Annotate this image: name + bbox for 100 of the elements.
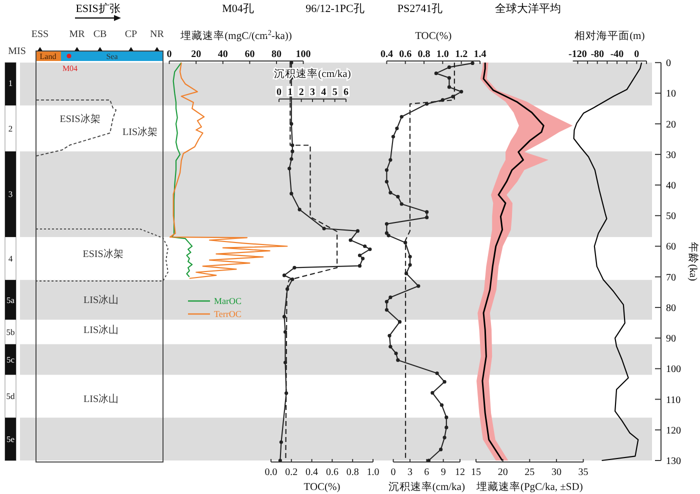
point [408,254,412,258]
point [442,436,446,440]
x-tick-label: 1.0 [366,467,380,478]
point [386,234,390,238]
y-tick-label: 60 [666,242,676,253]
y-tick-label: 120 [666,425,681,436]
y-tick-label: 50 [666,211,676,222]
text: LIS冰山 [84,393,118,405]
text: NR [150,29,164,40]
text: 1 [8,78,13,88]
point [435,371,439,376]
x-tick-label: 100 [296,49,311,60]
point [388,158,392,162]
point [322,226,326,230]
point [283,360,288,364]
point [430,391,434,395]
point [439,448,443,452]
x-tick-label: 80 [272,49,282,60]
point [444,416,448,420]
point [292,266,296,270]
x2-tick-label: 2 [298,87,304,98]
point [391,134,396,138]
x2-tick-label: 1.2 [455,49,468,60]
x-tick-label: 0 [634,49,640,60]
point [394,352,398,356]
text: 5e [6,434,15,444]
text: 5d [6,391,16,402]
point [440,403,444,407]
text: ESS [31,29,49,40]
x-tick-label: -120 [568,49,587,60]
x-tick-label: 60 [244,49,255,60]
x-axis-title: 相对海平面(m) [574,29,646,42]
point [447,65,452,69]
point [290,150,294,154]
chart-title: PS2741孔 [397,3,443,15]
text: Land [40,52,56,61]
x-tick-label: 6 [424,467,430,478]
chart-title: 全球大洋平均 [495,2,561,15]
text: LIS冰山 [84,324,118,336]
point [404,240,408,244]
point [298,208,302,212]
point [290,278,294,282]
point [395,126,399,130]
x2-tick-label: 5 [332,87,338,98]
point [358,254,362,258]
text: 5b [6,327,15,337]
x-tick-label: 35 [578,467,588,478]
x-tick-label: 9 [440,467,446,478]
x2-tick-label: 1 [288,87,293,98]
point [396,194,400,198]
y-tick-label: 0 [666,58,671,70]
text: 5c [6,354,15,364]
text: 5a [6,294,15,305]
point [358,264,362,268]
point [282,314,286,318]
point [425,210,429,214]
point [408,263,412,267]
x-tick-label: -40 [610,49,624,60]
point [356,229,360,233]
chart-title: 96/12-1PC孔 [306,3,364,15]
x-tick-label: 12 [455,467,465,478]
point [425,216,429,220]
text: 4 [8,253,14,264]
y-tick-label: 30 [666,150,676,161]
point [400,202,404,206]
point [400,114,404,119]
text: 3 [8,189,13,200]
point [348,238,352,242]
x-axis-title: 埋藏速率(mgC/(cm$^{2}$-ka)) [180,28,292,42]
point [434,72,438,76]
x-tick-label: 0.0 [264,467,278,478]
legend-label: TerrOC [214,309,242,319]
x-axis-title: TOC(%) [304,482,341,493]
point [444,426,448,430]
text: LIS冰山 [84,294,118,306]
point [368,248,372,252]
point [388,334,392,338]
text: Sea [106,52,118,61]
point [416,284,420,288]
text: CB [93,29,107,40]
point [388,296,392,300]
x-tick-label: 0 [166,49,172,60]
text: M04 [62,64,78,73]
point [361,256,365,260]
text: MIS [8,46,26,57]
point [290,192,294,196]
chart-title: M04孔 [222,3,254,15]
x-tick-label: 15 [471,467,481,478]
x-tick-label: 0.2 [285,467,298,478]
point [288,166,292,170]
point [396,358,400,362]
x2-tick-label: 4 [321,87,326,98]
x-tick-label: 20 [498,467,508,478]
text: CP [124,29,138,40]
text: ESIS扩张 [76,2,120,15]
y-tick-label: 70 [666,272,676,284]
x2-tick-label: 6 [344,87,348,98]
x-tick-label: 0.6 [326,467,338,478]
legend-label: MarOC [214,296,242,306]
x-tick-label: 25 [524,467,535,478]
